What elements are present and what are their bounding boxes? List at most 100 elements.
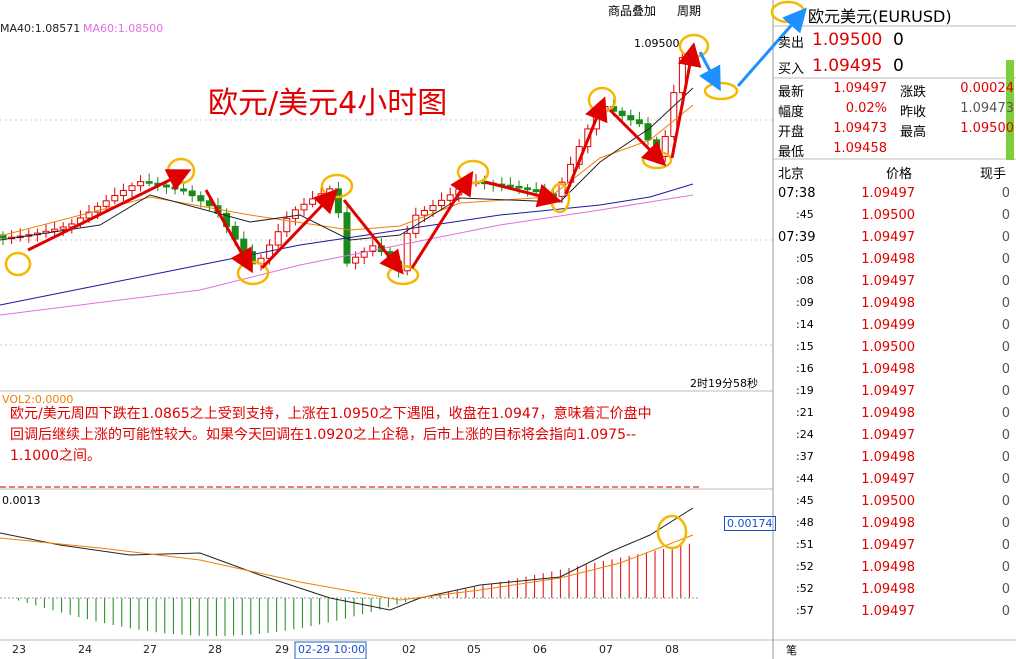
tick-price: 1.09497 bbox=[861, 472, 915, 487]
vol-label: VOL2:0.0000 bbox=[2, 393, 74, 406]
tick-time: :51 bbox=[796, 538, 814, 551]
stat-value: 1.09500 bbox=[960, 121, 1014, 136]
x-tick-label: 29 bbox=[275, 643, 289, 656]
tick-price: 1.09497 bbox=[861, 274, 915, 289]
tick-price: 1.09498 bbox=[861, 560, 915, 575]
decor bbox=[670, 92, 678, 138]
decor bbox=[145, 181, 153, 184]
tick-qty: 0 bbox=[1001, 406, 1010, 421]
x-tick-label: 27 bbox=[143, 643, 157, 656]
decor bbox=[360, 250, 368, 258]
tick-price: 1.09498 bbox=[861, 516, 915, 531]
period-button[interactable]: 周期 bbox=[677, 4, 702, 18]
stat-value: 1.09473 bbox=[960, 101, 1014, 116]
tick-time: :09 bbox=[796, 296, 814, 309]
tick-price: 1.09498 bbox=[861, 362, 915, 377]
quote-label: 卖出 bbox=[778, 36, 805, 51]
decor bbox=[438, 199, 446, 207]
decor bbox=[635, 119, 643, 125]
stat-value: 0.02% bbox=[845, 101, 887, 116]
decor bbox=[111, 195, 119, 202]
decor bbox=[352, 256, 360, 264]
ma40-legend: MA40:1.08571 bbox=[0, 22, 81, 35]
tick-qty: 0 bbox=[1001, 582, 1010, 597]
quote-qty: 0 bbox=[893, 30, 904, 50]
decor bbox=[162, 184, 170, 188]
decor bbox=[119, 189, 127, 197]
tick-qty: 0 bbox=[1001, 428, 1010, 443]
ma60-legend: MA60:1.08500 bbox=[83, 22, 164, 35]
tick-time: :14 bbox=[796, 318, 814, 331]
x-tick-label: 28 bbox=[208, 643, 222, 656]
decor bbox=[506, 184, 514, 188]
tick-price: 1.09497 bbox=[861, 384, 915, 399]
tick-time: :45 bbox=[796, 494, 814, 507]
tick-qty: 0 bbox=[1001, 296, 1010, 311]
quote-title: 欧元美元(EURUSD) bbox=[808, 7, 952, 26]
x-tick-label: 08 bbox=[665, 643, 679, 656]
tick-price: 1.09498 bbox=[861, 406, 915, 421]
tick-header: 现手 bbox=[980, 167, 1007, 182]
decor bbox=[644, 123, 652, 141]
decor bbox=[403, 232, 411, 272]
decor bbox=[128, 185, 136, 191]
tick-time: :52 bbox=[796, 560, 814, 573]
tick-qty: 0 bbox=[1001, 604, 1010, 619]
tab[interactable]: 笔 bbox=[786, 644, 797, 657]
decor bbox=[274, 231, 282, 246]
tick-price: 1.09497 bbox=[861, 604, 915, 619]
decor bbox=[59, 226, 67, 230]
tick-price: 1.09500 bbox=[861, 340, 915, 355]
stat-label: 最低 bbox=[778, 145, 805, 160]
decor bbox=[317, 193, 325, 200]
tick-price: 1.09497 bbox=[861, 428, 915, 443]
tick-qty: 0 bbox=[1001, 560, 1010, 575]
tick-qty: 0 bbox=[1001, 516, 1010, 531]
tick-time: :16 bbox=[796, 362, 814, 375]
x-tick-label: 02 bbox=[402, 643, 416, 656]
decor bbox=[102, 200, 110, 207]
decor bbox=[291, 209, 299, 219]
decor bbox=[309, 198, 317, 205]
tick-qty: 0 bbox=[1001, 252, 1010, 267]
tick-header: 价格 bbox=[886, 167, 913, 182]
decor bbox=[283, 217, 291, 233]
tick-time: :05 bbox=[796, 252, 814, 265]
commentary: 欧元/美元周四下跌在1.0865之上受到支持，上涨在1.0950之下遇阻，收盘在… bbox=[10, 404, 652, 467]
tick-time: 07:39 bbox=[778, 230, 816, 245]
chart-title: 欧元/美元4小时图 bbox=[208, 86, 448, 121]
tick-price: 1.09498 bbox=[861, 252, 915, 267]
decor bbox=[515, 185, 523, 189]
stat-value: 1.09458 bbox=[833, 141, 887, 156]
stat-value: 1.09497 bbox=[833, 81, 887, 96]
decor bbox=[188, 190, 196, 197]
tick-time: :19 bbox=[796, 384, 814, 397]
decor bbox=[532, 189, 540, 193]
tick-price: 1.09500 bbox=[861, 208, 915, 223]
tick-price: 1.09498 bbox=[861, 296, 915, 311]
decor bbox=[412, 214, 420, 234]
decor bbox=[420, 210, 428, 216]
tick-time: :37 bbox=[796, 450, 814, 463]
decor bbox=[137, 181, 145, 187]
stat-label: 最新 bbox=[778, 85, 805, 100]
stat-label: 最高 bbox=[900, 125, 927, 140]
overlay-button[interactable]: 商品叠加 bbox=[608, 4, 657, 18]
x-tick-label: 02-29 10:00 bbox=[298, 643, 366, 656]
tick-qty: 0 bbox=[1001, 340, 1010, 355]
decor bbox=[94, 205, 102, 213]
stat-label: 开盘 bbox=[778, 125, 805, 140]
decor bbox=[334, 188, 342, 214]
decor bbox=[180, 188, 188, 192]
tick-time: :44 bbox=[796, 472, 814, 485]
commentary-line: 回调后继续上涨的可能性较大。如果今天回调在1.0920之上企稳，后市上涨的目标将… bbox=[10, 427, 637, 443]
macd-value: 0.00174 bbox=[724, 516, 776, 531]
high-label: 1.09500 bbox=[634, 37, 680, 50]
tick-time: :57 bbox=[796, 604, 814, 617]
tick-qty: 0 bbox=[1001, 362, 1010, 377]
tick-time: :48 bbox=[796, 516, 814, 529]
tick-time: :45 bbox=[796, 208, 814, 221]
countdown: 2时19分58秒 bbox=[690, 377, 758, 390]
decor bbox=[524, 187, 532, 191]
